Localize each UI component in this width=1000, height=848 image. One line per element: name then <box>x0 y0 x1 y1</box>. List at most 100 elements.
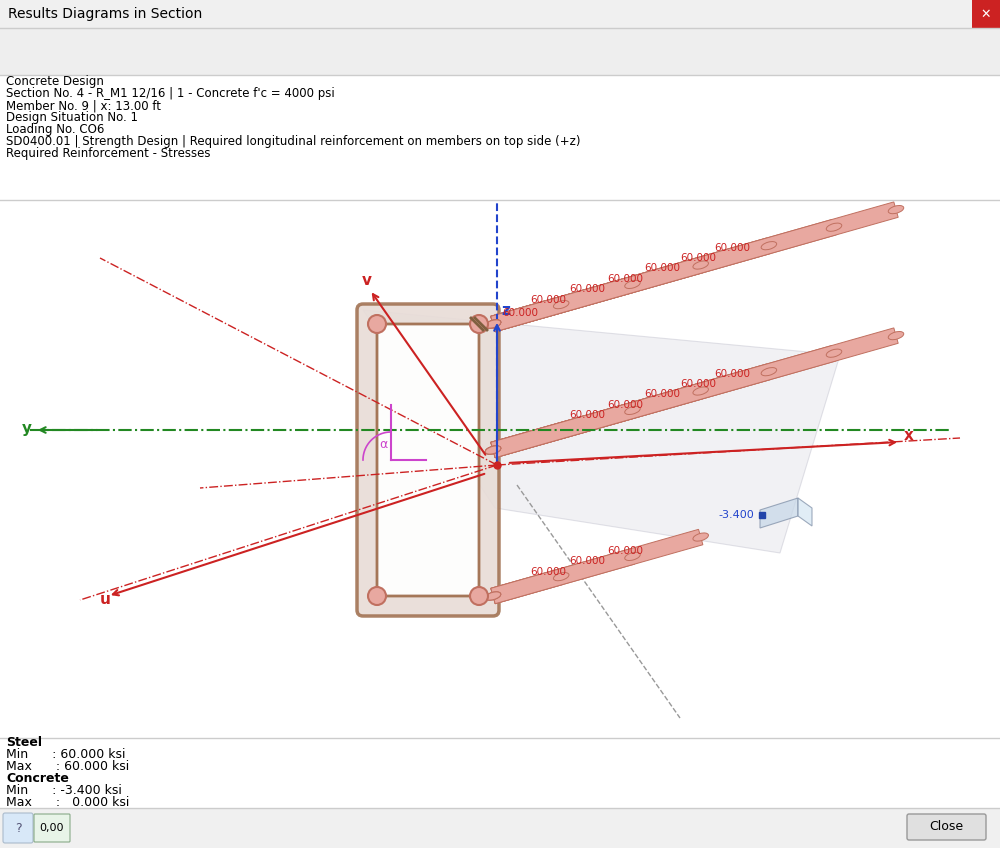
Text: 60.000: 60.000 <box>531 295 567 305</box>
Text: 60.000: 60.000 <box>681 253 717 263</box>
Text: ✕: ✕ <box>981 8 991 20</box>
Ellipse shape <box>485 320 501 328</box>
FancyBboxPatch shape <box>34 814 70 842</box>
Ellipse shape <box>485 320 501 328</box>
Polygon shape <box>491 383 703 458</box>
Ellipse shape <box>485 592 501 600</box>
Text: Section No. 4 - R_M1 12/16 | 1 - Concrete f'c = 4000 psi: Section No. 4 - R_M1 12/16 | 1 - Concret… <box>6 87 335 101</box>
Ellipse shape <box>553 300 569 309</box>
Polygon shape <box>491 569 563 604</box>
Text: 60.000: 60.000 <box>531 567 567 577</box>
Ellipse shape <box>485 320 501 328</box>
Ellipse shape <box>625 552 640 561</box>
Bar <box>0 75 1000 200</box>
Ellipse shape <box>485 446 501 454</box>
Ellipse shape <box>693 387 708 395</box>
Polygon shape <box>491 328 898 458</box>
Text: Min      : -3.400 ksi: Min : -3.400 ksi <box>6 784 122 797</box>
Ellipse shape <box>693 533 708 541</box>
Bar <box>0 28 1000 75</box>
Ellipse shape <box>485 592 501 600</box>
Polygon shape <box>491 276 635 332</box>
Text: 60.000: 60.000 <box>570 410 606 421</box>
Polygon shape <box>491 549 635 604</box>
Text: ?: ? <box>15 822 21 834</box>
Polygon shape <box>798 498 812 526</box>
Text: 60.000: 60.000 <box>715 243 751 253</box>
Text: Member No. 9 | x: 13.00 ft: Member No. 9 | x: 13.00 ft <box>6 99 161 113</box>
Circle shape <box>470 315 488 333</box>
Ellipse shape <box>826 349 842 357</box>
Ellipse shape <box>888 332 904 340</box>
Text: 60.000: 60.000 <box>502 308 538 318</box>
Text: 60.000: 60.000 <box>570 284 606 294</box>
Ellipse shape <box>485 320 501 328</box>
Text: Steel: Steel <box>6 737 42 750</box>
Text: 60.000: 60.000 <box>715 369 751 379</box>
Text: SD0400.01 | Strength Design | Required longitudinal reinforcement on members on : SD0400.01 | Strength Design | Required l… <box>6 136 580 148</box>
Bar <box>972 0 1000 28</box>
Text: Results Diagrams in Section: Results Diagrams in Section <box>8 7 202 21</box>
Polygon shape <box>491 202 898 332</box>
Polygon shape <box>491 345 836 458</box>
Text: 60.000: 60.000 <box>645 389 681 399</box>
Polygon shape <box>491 238 771 332</box>
Ellipse shape <box>485 446 501 454</box>
Polygon shape <box>760 498 798 528</box>
Text: Min      : 60.000 ksi: Min : 60.000 ksi <box>6 749 126 762</box>
Text: 60.000: 60.000 <box>607 399 643 410</box>
Ellipse shape <box>826 223 842 232</box>
Ellipse shape <box>761 367 777 376</box>
Bar <box>0 808 1000 848</box>
Text: x: x <box>904 428 914 443</box>
Text: y: y <box>22 421 32 436</box>
Ellipse shape <box>553 572 569 581</box>
Bar <box>0 738 1000 808</box>
FancyBboxPatch shape <box>357 304 499 616</box>
Ellipse shape <box>485 446 501 454</box>
Circle shape <box>470 587 488 605</box>
Text: u: u <box>100 592 111 607</box>
Ellipse shape <box>625 406 640 415</box>
Ellipse shape <box>485 320 501 328</box>
Text: α: α <box>379 438 387 451</box>
Ellipse shape <box>625 281 640 288</box>
Bar <box>0 200 1000 738</box>
Ellipse shape <box>485 320 501 328</box>
Circle shape <box>368 587 386 605</box>
Text: z: z <box>501 303 510 318</box>
Polygon shape <box>491 220 836 332</box>
Polygon shape <box>491 529 703 604</box>
Text: Concrete: Concrete <box>6 773 69 785</box>
Bar <box>0 0 1000 28</box>
Text: Close: Close <box>929 821 963 834</box>
Text: Required Reinforcement - Stresses: Required Reinforcement - Stresses <box>6 148 210 160</box>
Text: Max      :   0.000 ksi: Max : 0.000 ksi <box>6 796 129 810</box>
Text: 60.000: 60.000 <box>570 556 606 566</box>
Text: 60.000: 60.000 <box>681 379 717 388</box>
Ellipse shape <box>888 205 904 214</box>
FancyBboxPatch shape <box>357 304 499 616</box>
FancyBboxPatch shape <box>907 814 986 840</box>
Text: 0,00: 0,00 <box>40 823 64 833</box>
Ellipse shape <box>485 446 501 454</box>
Text: 60.000: 60.000 <box>645 263 681 273</box>
Ellipse shape <box>485 592 501 600</box>
Text: v: v <box>362 273 372 288</box>
Polygon shape <box>363 310 840 553</box>
Polygon shape <box>491 297 563 332</box>
Text: Max      : 60.000 ksi: Max : 60.000 ksi <box>6 761 129 773</box>
Ellipse shape <box>485 446 501 454</box>
Ellipse shape <box>761 242 777 250</box>
Text: -3.400: -3.400 <box>718 510 754 520</box>
Text: Design Situation No. 1: Design Situation No. 1 <box>6 111 138 125</box>
Ellipse shape <box>693 261 708 269</box>
Polygon shape <box>491 364 771 458</box>
Polygon shape <box>491 403 635 458</box>
Text: Concrete Design: Concrete Design <box>6 75 104 88</box>
Circle shape <box>368 315 386 333</box>
FancyBboxPatch shape <box>377 324 479 596</box>
Text: 60.000: 60.000 <box>607 274 643 283</box>
Text: Loading No. CO6: Loading No. CO6 <box>6 124 104 137</box>
FancyBboxPatch shape <box>3 813 33 843</box>
